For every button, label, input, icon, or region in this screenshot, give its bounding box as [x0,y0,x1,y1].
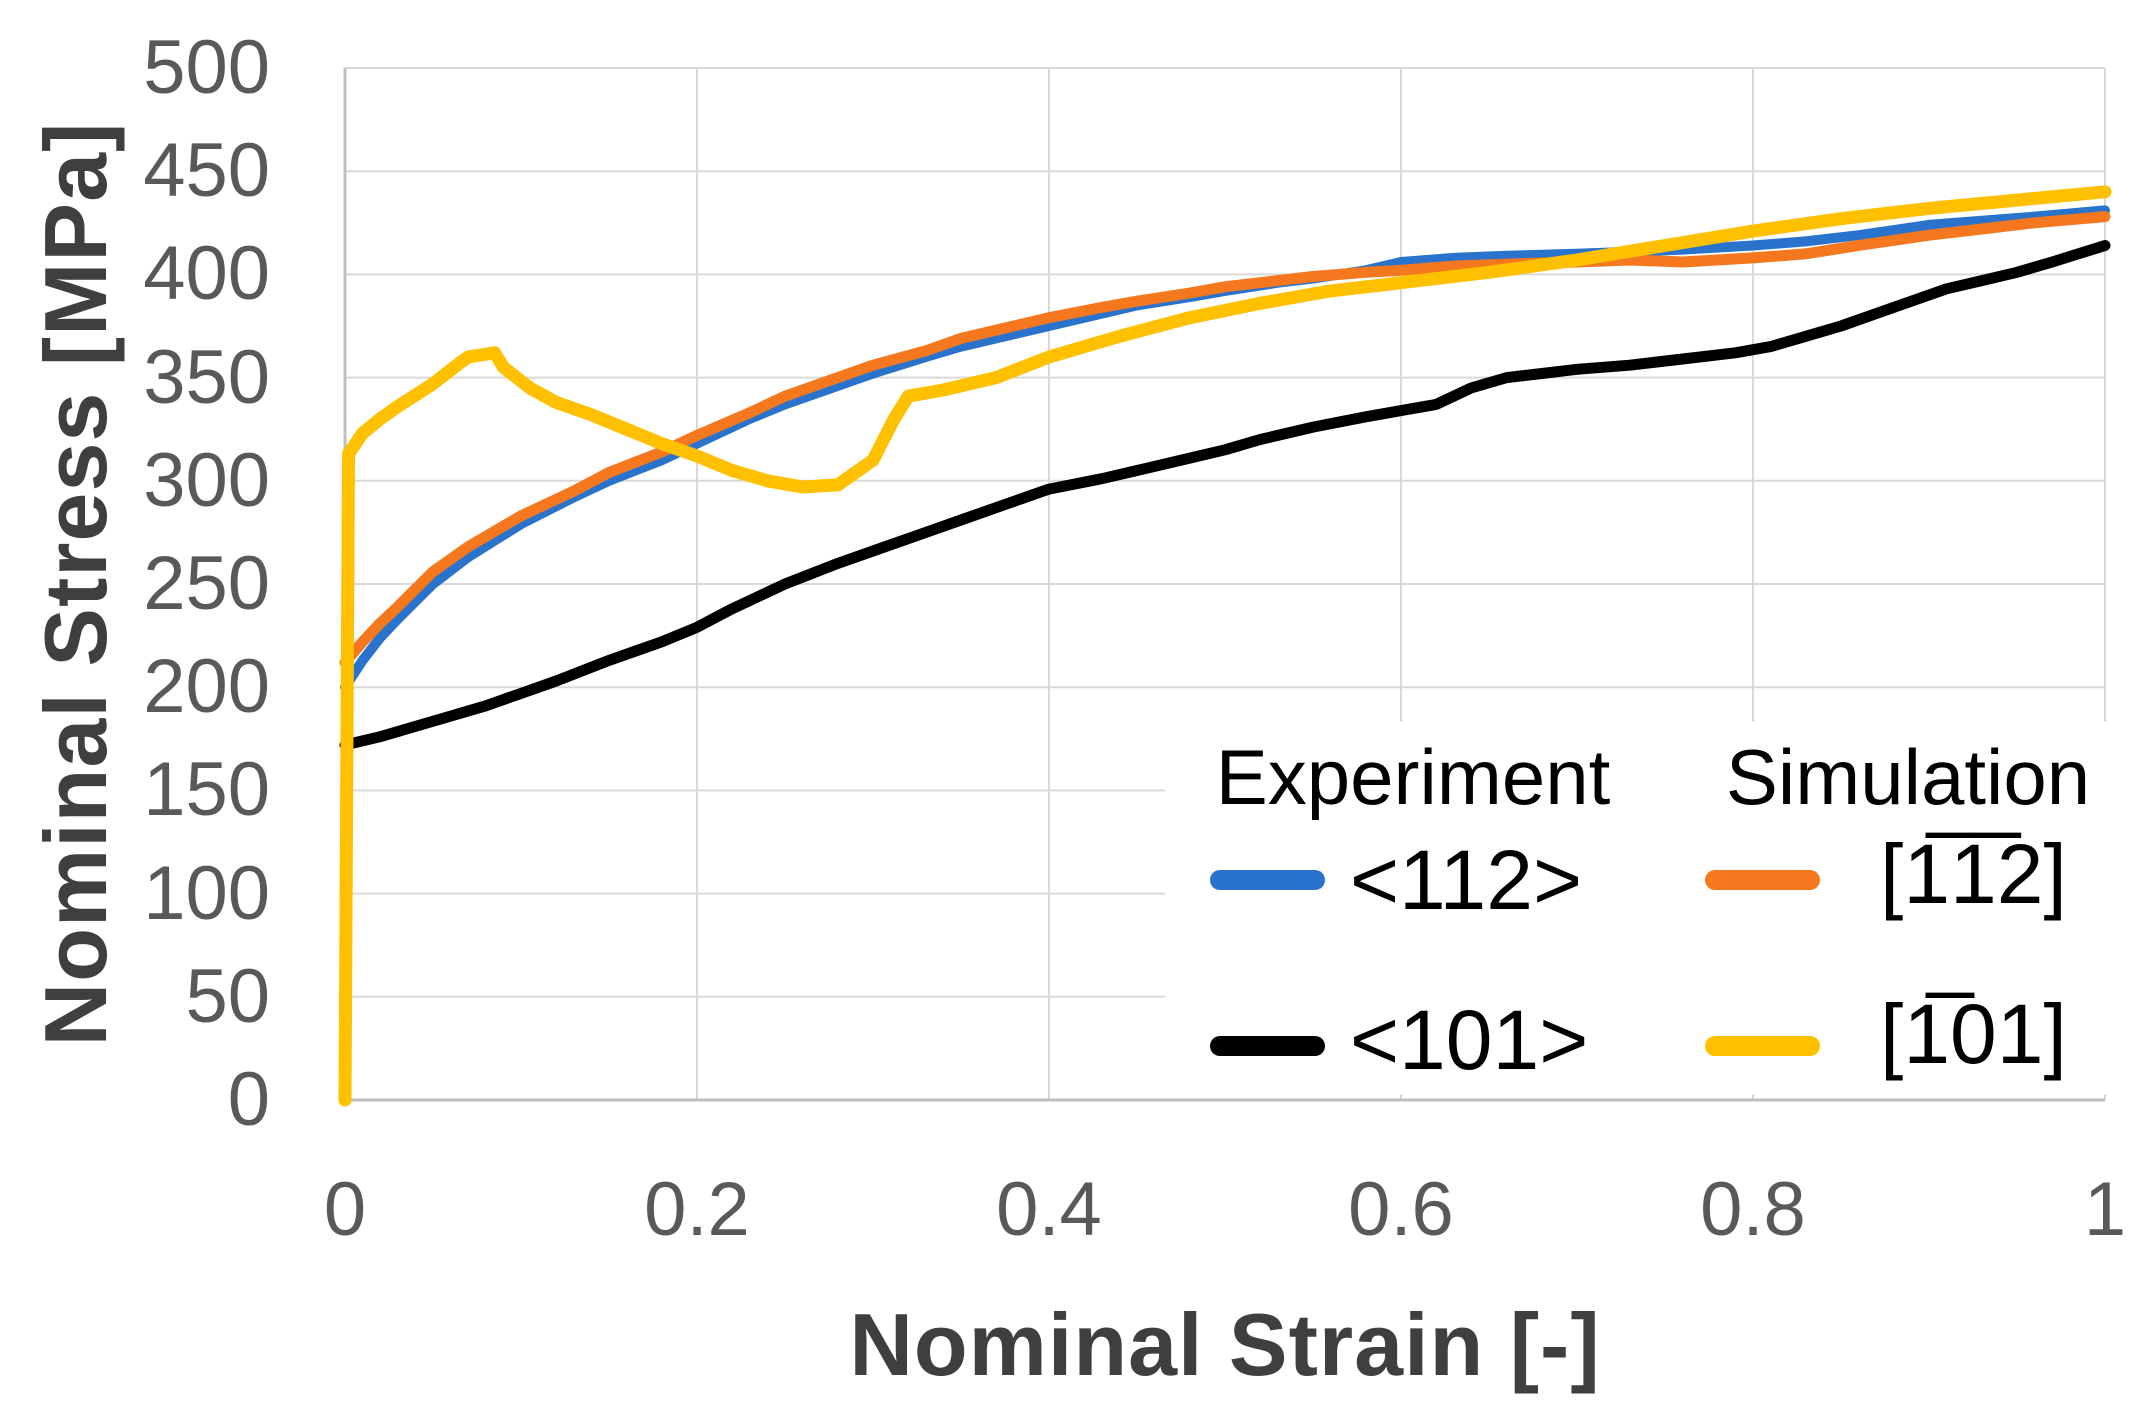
y-tick-label-250: 250 [143,541,270,626]
legend-label-sim-112: [1̅1̅2] [1880,827,2067,921]
y-tick-label-500: 500 [143,25,270,110]
series-line-sim-101 [338,185,2112,1107]
legend-label-sim-101: [1̅01] [1880,987,2067,1081]
legend-label-exp-112: <112> [1350,833,1583,927]
x-tick-label-1: 1 [2083,1167,2127,1252]
y-tick-label-400: 400 [143,231,270,317]
y-tick-label-50: 50 [185,953,270,1039]
x-tick-label-0.2: 0.2 [644,1167,750,1252]
legend-line-sample-exp-101 [1210,1036,1325,1056]
y-tick-label-300: 300 [143,437,270,523]
y-tick-label-200: 200 [143,644,270,730]
data-series-lines [338,185,2112,1107]
y-tick-label-450: 450 [143,128,270,214]
legend-header-experiment: Experiment [1215,733,1611,821]
y-tick-label-100: 100 [143,850,270,936]
x-axis-title: Nominal Strain [-] [849,1295,1601,1394]
series-line-exp-101 [339,240,2111,751]
legend-header-simulation: Simulation [1725,733,2091,821]
y-axis-title: Nominal Stress [MPa] [26,121,125,1047]
legend-label-exp-101: <101> [1350,993,1589,1087]
legend-line-sample-sim-101 [1705,1036,1820,1056]
legend-line-sample-exp-112 [1210,870,1325,890]
y-tick-label-150: 150 [143,747,270,833]
x-tick-label-0.6: 0.6 [1348,1167,1454,1252]
x-tick-label-0: 0 [323,1167,367,1252]
series-line-sim-112 [339,211,2111,668]
x-tick-label-0.4: 0.4 [996,1167,1102,1252]
y-tick-label-0: 0 [227,1057,270,1142]
x-tick-label-0.8: 0.8 [1700,1167,1806,1252]
y-tick-label-350: 350 [143,334,270,420]
legend: Experiment Simulation <112> [1̅1̅2] <101… [1165,722,2110,1094]
legend-line-sample-sim-112 [1705,870,1820,890]
series-line-exp-112 [340,205,2110,693]
